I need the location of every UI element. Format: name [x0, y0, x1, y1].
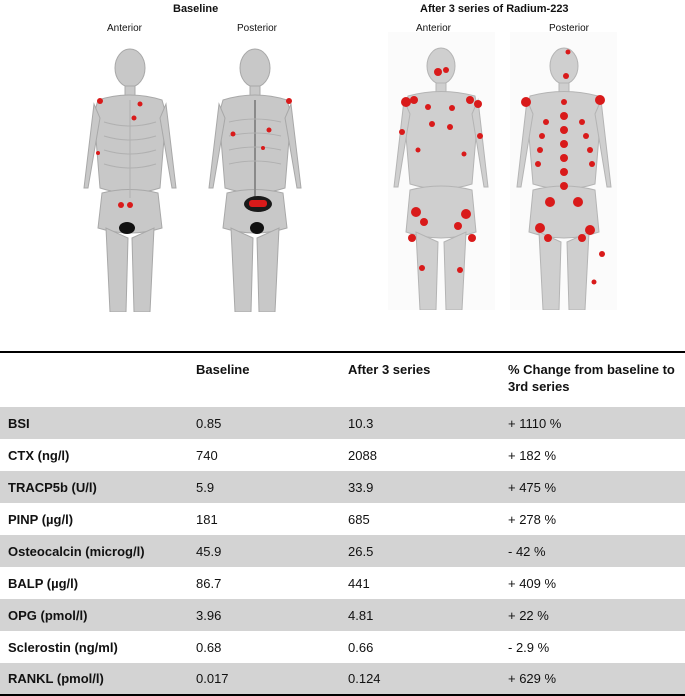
cell-after: 26.5: [348, 543, 374, 559]
table-row: BALP (µg/l) 86.7 441 + 409 %: [0, 567, 685, 599]
cell-change: + 475 %: [508, 479, 557, 495]
hotspot-markers: [96, 98, 143, 208]
cell-change: + 22 %: [508, 607, 549, 623]
hotspot-markers: [230, 98, 292, 207]
cell-after: 0.124: [348, 671, 381, 686]
cell-parameter: BALP (µg/l): [8, 575, 79, 591]
cell-change: - 2.9 %: [508, 639, 550, 655]
table-row: Sclerostin (ng/ml) 0.68 0.66 - 2.9 %: [0, 631, 685, 663]
after-anterior-label: Anterior: [416, 23, 452, 34]
header-baseline: Baseline: [196, 362, 250, 377]
cell-parameter: Sclerostin (ng/ml): [8, 639, 118, 655]
cell-parameter: RANKL (pmol/l): [8, 671, 104, 686]
table-row: BSI 0.85 10.3 + 1110 %: [0, 407, 685, 439]
table-row: CTX (ng/l) 740 2088 + 182 %: [0, 439, 685, 471]
after-posterior-scan: [510, 32, 617, 310]
hotspot-markers: [521, 49, 605, 285]
header-parameter: [0, 352, 188, 407]
cell-baseline: 0.68: [196, 639, 222, 655]
cell-baseline: 3.96: [196, 607, 222, 623]
table-header-row: Baseline After 3 series % Change from ba…: [0, 352, 685, 407]
cell-baseline: 45.9: [196, 543, 222, 559]
cell-baseline: 0.85: [196, 415, 222, 431]
after-treatment-title: After 3 series of Radium-223: [420, 3, 569, 15]
cell-baseline: 5.9: [196, 479, 215, 495]
table-row: Osteocalcin (microg/l) 45.9 26.5 - 42 %: [0, 535, 685, 567]
cell-after: 0.66: [348, 639, 374, 655]
cell-parameter: OPG (pmol/l): [8, 607, 88, 623]
cell-after: 10.3: [348, 415, 374, 431]
cell-parameter: PINP (µg/l): [8, 511, 74, 527]
bone-scan-image: [83, 48, 177, 312]
cell-baseline: 181: [196, 511, 218, 527]
cell-change: - 42 %: [508, 543, 546, 559]
cell-baseline: 86.7: [196, 575, 222, 591]
cell-parameter: Osteocalcin (microg/l): [8, 543, 145, 559]
cell-parameter: CTX (ng/l): [8, 447, 70, 463]
hotspot-markers: [399, 67, 483, 273]
after-anterior-scan: [388, 32, 495, 310]
cell-after: 2088: [348, 447, 377, 463]
baseline-posterior-scan: [205, 38, 305, 312]
cell-parameter: TRACP5b (U/l): [8, 479, 97, 495]
baseline-anterior-label: Anterior: [107, 23, 143, 34]
biomarker-table-container: Baseline After 3 series % Change from ba…: [0, 351, 685, 696]
cell-parameter: BSI: [8, 415, 30, 431]
baseline-title: Baseline: [173, 3, 219, 15]
after-posterior-label: Posterior: [549, 23, 590, 34]
cell-change: + 409 %: [508, 575, 557, 591]
cell-change: + 629 %: [508, 671, 557, 686]
table-row: PINP (µg/l) 181 685 + 278 %: [0, 503, 685, 535]
baseline-posterior-label: Posterior: [237, 23, 278, 34]
table-row: OPG (pmol/l) 3.96 4.81 + 22 %: [0, 599, 685, 631]
cell-baseline: 740: [196, 447, 218, 463]
table-row: TRACP5b (U/l) 5.9 33.9 + 475 %: [0, 471, 685, 503]
header-after-3-series: After 3 series: [348, 362, 431, 377]
cell-baseline: 0.017: [196, 671, 229, 686]
bone-scan-image: [516, 47, 612, 310]
bone-scan-image: [393, 47, 489, 310]
cell-change: + 1110 %: [508, 415, 562, 431]
cell-change: + 182 %: [508, 447, 557, 463]
table-row: RANKL (pmol/l) 0.017 0.124 + 629 %: [0, 663, 685, 695]
biomarker-table: Baseline After 3 series % Change from ba…: [0, 351, 685, 696]
bone-scan-image: [208, 48, 302, 312]
cell-after: 441: [348, 575, 370, 591]
baseline-anterior-scan: [80, 38, 180, 312]
cell-after: 33.9: [348, 479, 374, 495]
cell-after: 685: [348, 511, 370, 527]
header-percent-change: % Change from baseline to 3rd series: [508, 362, 675, 394]
cell-change: + 278 %: [508, 511, 557, 527]
cell-after: 4.81: [348, 607, 374, 623]
